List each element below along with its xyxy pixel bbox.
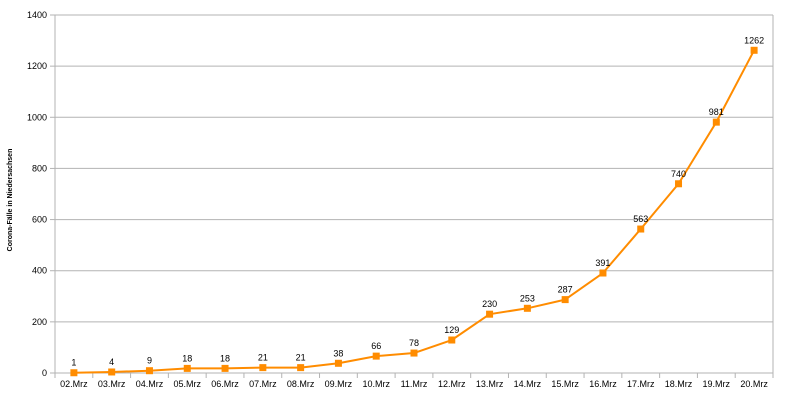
- x-tick-label: 03.Mrz: [98, 379, 126, 389]
- data-point: [448, 336, 456, 344]
- data-label: 563: [633, 214, 648, 224]
- data-point: [599, 269, 607, 277]
- data-point: [523, 304, 531, 312]
- x-tick-label: 11.Mrz: [401, 379, 428, 389]
- data-label: 740: [671, 169, 686, 179]
- x-tick-label: 20.Mrz: [740, 379, 768, 389]
- data-label: 230: [482, 299, 497, 309]
- y-tick-label: 200: [32, 317, 47, 327]
- data-label: 981: [709, 107, 724, 117]
- data-label: 253: [520, 293, 535, 303]
- x-tick-label: 04.Mrz: [136, 379, 164, 389]
- x-tick-label: 02.Mrz: [60, 379, 88, 389]
- data-label: 287: [558, 285, 573, 295]
- data-labels: 1 4 9 18 18 21 21 38 66 78 129 230 253 287 391 563 740 98…: [71, 35, 764, 367]
- data-point: [334, 359, 342, 367]
- data-point: [297, 364, 305, 372]
- data-point: [410, 349, 418, 357]
- y-tick-label: 0: [42, 368, 47, 378]
- data-point: [750, 46, 758, 54]
- y-tick-label: 1400: [27, 10, 47, 20]
- data-label: 4: [109, 357, 114, 367]
- data-point: [561, 296, 569, 304]
- data-label: 66: [371, 341, 381, 351]
- x-tick-label: 15.Mrz: [551, 379, 579, 389]
- y-tick-label: 400: [32, 266, 47, 276]
- y-tick-label: 600: [32, 215, 47, 225]
- y-tick-labels: 0 200 400 600 800 1000 1200 1400: [27, 10, 47, 378]
- x-tick-label: 13.Mrz: [476, 379, 504, 389]
- data-point: [145, 367, 153, 375]
- data-point: [675, 180, 683, 188]
- x-tick-label: 18.Mrz: [665, 379, 693, 389]
- data-label: 18: [182, 353, 192, 363]
- gridlines: [55, 14, 773, 323]
- y-tick-label: 800: [32, 163, 47, 173]
- data-point: [108, 368, 116, 376]
- data-label: 1262: [744, 35, 764, 45]
- data-label: 21: [258, 353, 268, 363]
- data-point: [372, 352, 380, 360]
- data-label: 21: [296, 353, 306, 363]
- data-point: [486, 310, 494, 318]
- data-point: [259, 364, 267, 372]
- x-tick-label: 10.Mrz: [362, 379, 390, 389]
- axes: [50, 14, 774, 378]
- data-label: 129: [444, 325, 459, 335]
- x-tick-labels: 02.Mrz 03.Mrz 04.Mrz 05.Mrz 06.Mrz 07.Mrz 08.M…: [60, 379, 768, 389]
- x-tick-label: 12.Mrz: [438, 379, 466, 389]
- x-tick-label: 05.Mrz: [174, 379, 202, 389]
- x-tick-label: 08.Mrz: [287, 379, 315, 389]
- data-label: 9: [147, 356, 152, 366]
- x-tick-label: 06.Mrz: [211, 379, 239, 389]
- data-point: [70, 369, 78, 377]
- data-label: 38: [333, 348, 343, 358]
- data-label: 1: [71, 358, 76, 368]
- data-point: [183, 364, 191, 372]
- y-tick-label: 1200: [27, 61, 47, 71]
- data-label: 78: [409, 338, 419, 348]
- x-tick-label: 09.Mrz: [325, 379, 353, 389]
- x-tick-label: 17.Mrz: [627, 379, 655, 389]
- x-tick-label: 14.Mrz: [514, 379, 542, 389]
- series-line: [73, 49, 755, 374]
- data-point: [221, 364, 229, 372]
- y-axis-title: Corona-Fälle in Niedersachsen: [7, 149, 14, 252]
- data-label: 391: [595, 258, 610, 268]
- data-point: [637, 225, 645, 233]
- y-tick-label: 1000: [27, 112, 47, 122]
- series: [70, 46, 758, 377]
- data-label: 18: [220, 353, 230, 363]
- x-tick-label: 16.Mrz: [589, 379, 617, 389]
- x-tick-label: 19.Mrz: [703, 379, 731, 389]
- data-point: [712, 118, 720, 126]
- x-tick-label: 07.Mrz: [249, 379, 277, 389]
